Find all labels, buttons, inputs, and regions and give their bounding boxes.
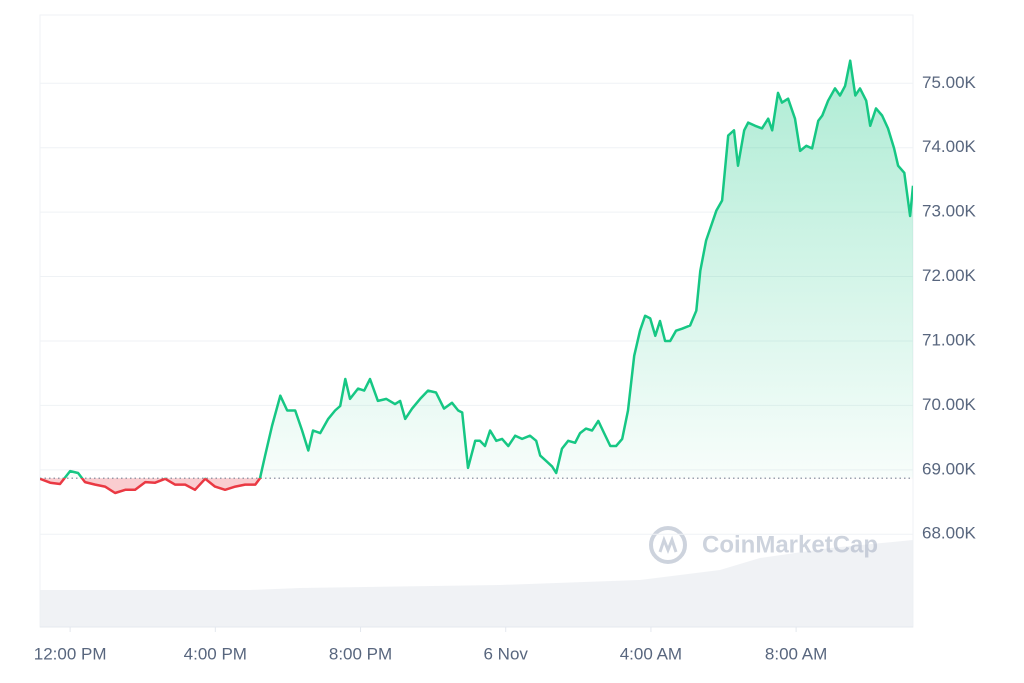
y-tick-label: 70.00K (922, 395, 977, 414)
watermark: CoinMarketCap (649, 526, 878, 564)
x-tick-label: 8:00 PM (329, 644, 392, 663)
volume-band (40, 540, 913, 627)
x-tick-label: 6 Nov (484, 644, 529, 663)
y-tick-label: 73.00K (922, 202, 977, 221)
y-tick-label: 72.00K (922, 266, 977, 285)
watermark-text: CoinMarketCap (702, 531, 878, 558)
y-tick-label: 75.00K (922, 73, 977, 92)
price-line-down (40, 478, 262, 495)
y-tick-label: 69.00K (922, 459, 977, 478)
x-tick-label: 12:00 PM (34, 644, 107, 663)
y-tick-label: 74.00K (922, 137, 977, 156)
area-down (40, 478, 261, 493)
price-line-up (40, 59, 913, 479)
x-tick-label: 4:00 PM (184, 644, 247, 663)
x-tick-label: 4:00 AM (620, 644, 682, 663)
area-up (40, 60, 913, 479)
x-tick-label: 8:00 AM (765, 644, 827, 663)
y-tick-label: 68.00K (922, 524, 977, 543)
y-tick-label: 71.00K (922, 330, 977, 349)
